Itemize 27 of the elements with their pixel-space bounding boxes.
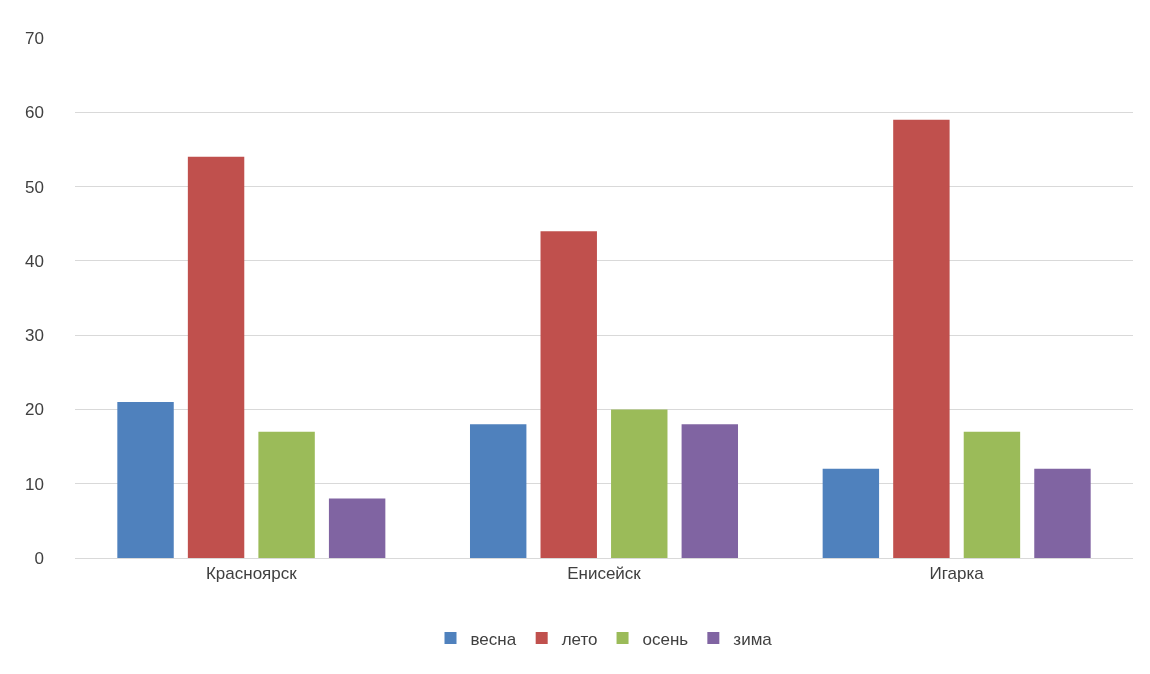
y-tick-label: 50 [25,177,44,197]
bar [611,409,668,558]
y-tick-label: 70 [25,28,44,48]
legend-label: осень [642,629,689,649]
y-tick-label: 0 [34,548,44,568]
bar [963,431,1021,558]
bar [187,156,245,558]
bar [469,424,527,558]
legend-label: весна [470,629,517,649]
legend-label: зима [733,629,773,649]
bar [328,498,386,558]
x-tick-label: Енисейск [567,564,642,584]
legend-label: лето [561,629,598,649]
bar [117,402,174,558]
y-tick-label: 20 [25,400,44,420]
bar [258,431,315,558]
y-tick-label: 30 [25,326,44,346]
y-tick-label: 10 [25,474,44,494]
x-tick-label: Игарка [929,564,985,584]
y-tick-label: 40 [25,251,44,271]
bar [822,468,880,558]
x-tick-label: Красноярск [205,564,298,584]
bar [1034,468,1091,558]
bar [893,119,950,558]
bar [540,231,597,558]
bar [681,424,739,558]
y-tick-label: 60 [25,103,44,123]
